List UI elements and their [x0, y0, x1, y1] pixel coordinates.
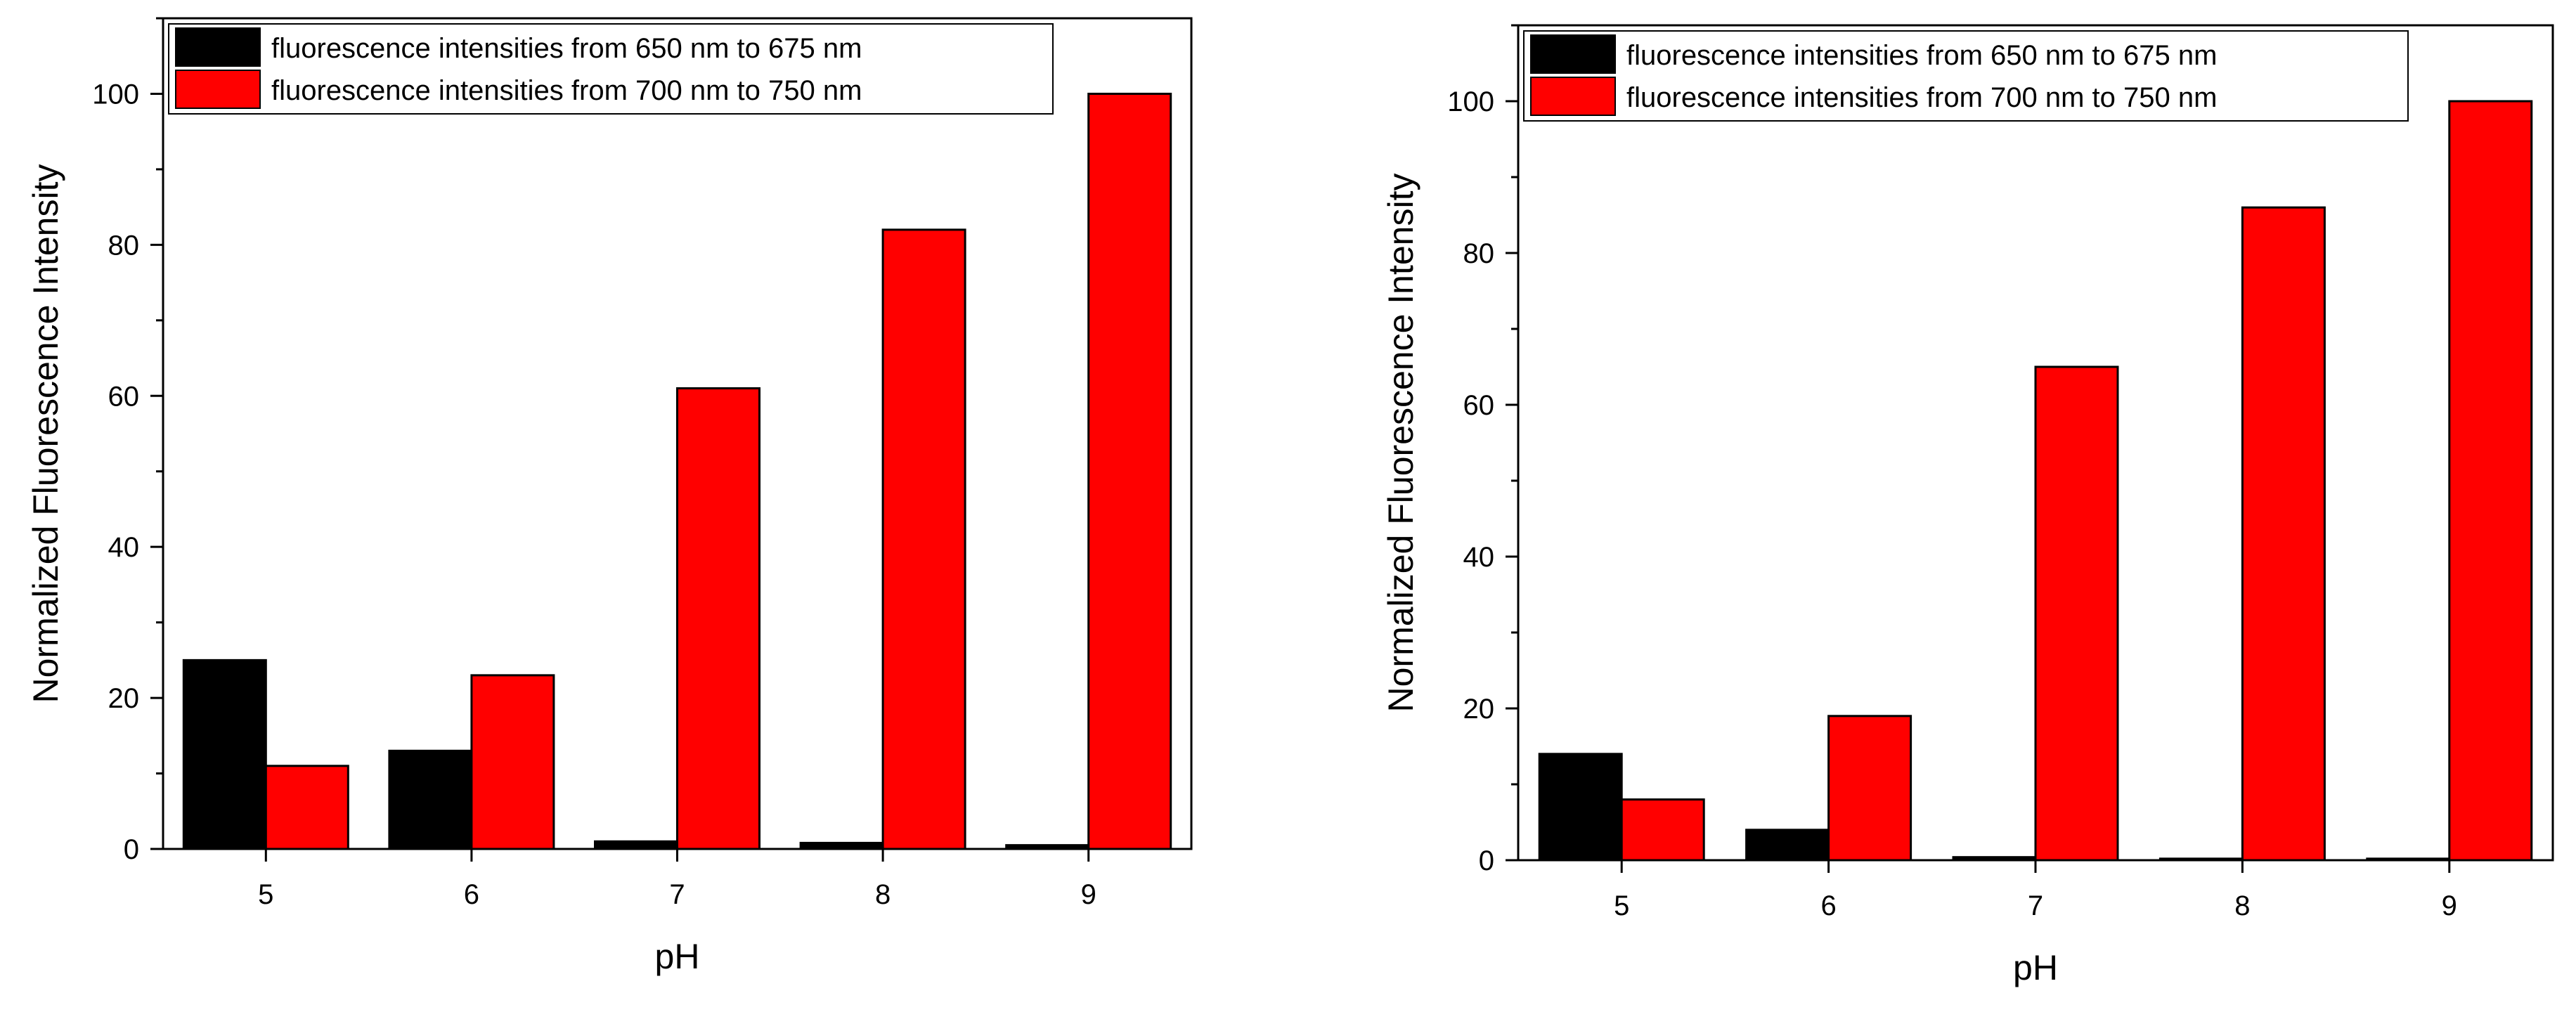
bar-series-1	[182, 659, 267, 850]
bar-series-1	[1952, 856, 2037, 862]
bar-series-1	[594, 840, 678, 850]
bar-series-2	[264, 765, 349, 850]
x-tick-label: 5	[1614, 890, 1629, 921]
bar-series-1	[2158, 857, 2244, 862]
x-axis-label: pH	[655, 937, 700, 976]
y-tick-label: 20	[108, 683, 140, 714]
x-axis-label: pH	[2013, 948, 2058, 987]
legend-swatch	[1530, 77, 1616, 116]
y-tick-label: 40	[1463, 542, 1495, 573]
y-tick-label: 100	[1447, 86, 1494, 117]
y-tick-label: 100	[92, 79, 139, 110]
legend-swatch	[1530, 34, 1616, 74]
x-tick-label: 9	[1081, 879, 1096, 910]
bar-series-1	[1745, 829, 1830, 862]
y-tick-label: 0	[124, 834, 139, 865]
legend-swatch	[175, 27, 261, 67]
legend-label: fluorescence intensities from 700 nm to …	[271, 75, 862, 106]
bar-series-2	[2034, 365, 2119, 862]
bar-series-2	[2241, 206, 2326, 862]
y-tick-label: 0	[1479, 845, 1494, 876]
bar-series-2	[2448, 100, 2533, 862]
bar-series-2	[1827, 715, 1912, 862]
x-tick-label: 8	[875, 879, 891, 910]
legend-box	[168, 23, 1054, 115]
y-tick-label: 60	[1463, 390, 1495, 421]
x-tick-label: 5	[258, 879, 273, 910]
y-tick-label: 20	[1463, 694, 1495, 725]
y-axis-label: Normalized Fluorescence Intensity	[1381, 174, 1420, 713]
legend-box	[1523, 30, 2409, 122]
y-tick-label: 80	[108, 230, 140, 261]
chart-left: 0 20 40 60 80 100 5 6 7 8 9 pH Normalized Fluorescen…	[26, 17, 1193, 976]
y-axis-label: Normalized Fluorescence Intensity	[26, 164, 65, 703]
bar-series-1	[1005, 844, 1090, 850]
y-tick-label: 40	[108, 532, 140, 563]
bar-series-2	[676, 387, 760, 850]
bar-series-2	[1087, 92, 1172, 850]
bar-series-1	[799, 841, 884, 850]
x-tick-label: 7	[669, 879, 685, 910]
chart-right: 0 20 40 60 80 100 5 6 7 8 9 pH Normalized Fluorescen…	[1381, 24, 2554, 987]
legend-label: fluorescence intensities from 650 nm to …	[271, 33, 862, 64]
bar-series-1	[388, 749, 473, 850]
y-tick-label: 80	[1463, 238, 1495, 269]
x-tick-label: 9	[2442, 890, 2457, 921]
bar-series-2	[470, 674, 555, 850]
x-tick-label: 7	[2028, 890, 2043, 921]
bar-series-2	[881, 228, 966, 850]
x-tick-label: 6	[1820, 890, 1836, 921]
legend-label: fluorescence intensities from 700 nm to …	[1626, 82, 2217, 113]
bar-series-1	[2366, 857, 2451, 862]
legend-swatch	[175, 70, 261, 109]
bar-series-2	[1620, 798, 1705, 862]
legend-label: fluorescence intensities from 650 nm to …	[1626, 40, 2217, 71]
y-tick-label: 60	[108, 381, 140, 412]
x-tick-label: 6	[464, 879, 479, 910]
x-tick-label: 8	[2234, 890, 2250, 921]
bar-series-1	[1538, 753, 1623, 862]
